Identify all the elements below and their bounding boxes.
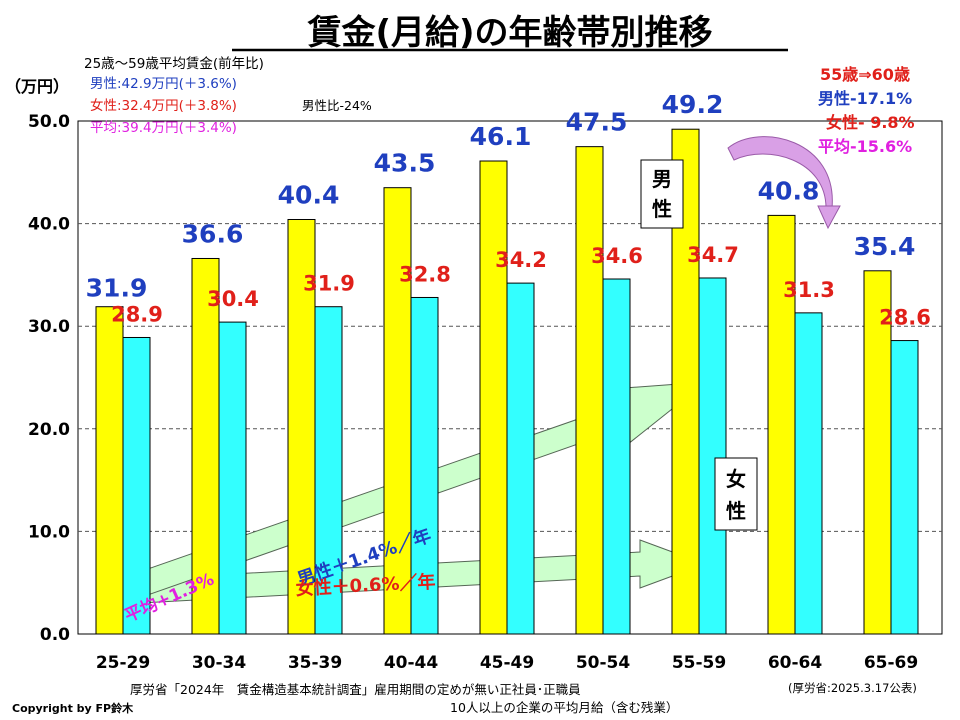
- data-label-female: 28.9: [111, 302, 163, 326]
- data-label-female: 31.3: [783, 278, 835, 302]
- data-label-female: 28.6: [879, 306, 931, 330]
- x-category-label: 55-59: [672, 653, 726, 673]
- bar-female: [891, 341, 918, 634]
- summary-heading: 25歳～59歳平均賃金(前年比): [84, 55, 264, 72]
- bar-male: [384, 188, 411, 634]
- data-label-female: 34.6: [591, 244, 643, 268]
- data-label-female: 32.8: [399, 262, 451, 286]
- x-category-label: 60-64: [768, 653, 823, 673]
- legend-male-char-2: 性: [652, 197, 672, 221]
- x-category-label: 65-69: [864, 653, 918, 673]
- y-tick-label: 0.0: [40, 625, 70, 645]
- y-tick-label: 40.0: [28, 215, 70, 235]
- data-label-female: 34.2: [495, 248, 547, 272]
- legend-male-char-1: 男: [652, 167, 672, 191]
- summary-female: 女性:32.4万円(＋3.8%): [90, 97, 237, 114]
- x-category-label: 25-29: [96, 653, 150, 673]
- data-label-male: 47.5: [566, 108, 628, 137]
- legend-female-box: 女 性: [715, 458, 757, 530]
- x-axis-categories: 25-29 30-34 35-39 40-44 45-49 50-54 55-59 60-64…: [96, 653, 918, 673]
- bar-female: [795, 313, 822, 634]
- data-label-male: 36.6: [182, 219, 244, 248]
- data-label-male: 43.5: [374, 149, 436, 178]
- legend-female-char-1: 女: [726, 467, 746, 491]
- legend-female-char-2: 性: [726, 499, 746, 523]
- data-label-male: 35.4: [854, 232, 916, 261]
- y-tick-label: 20.0: [28, 420, 70, 440]
- data-label-female: 31.9: [303, 272, 355, 296]
- x-category-label: 30-34: [192, 653, 247, 673]
- source-line-1: 厚労省「2024年 賃金構造基本統計調査」雇用期間の定めが無い正社員･正職員: [130, 682, 581, 697]
- data-label-female: 34.7: [687, 243, 739, 267]
- data-label-male: 40.8: [758, 176, 820, 205]
- drop-male: 男性-17.1%: [818, 89, 912, 108]
- y-axis-ticks: 0.0 10.0 20.0 30.0 40.0 50.0: [28, 112, 70, 645]
- bar-male: [96, 307, 123, 634]
- summary-ratio: 男性比-24%: [302, 98, 372, 113]
- y-tick-label: 30.0: [28, 317, 70, 337]
- summary-average: 平均:39.4万円(＋3.4%): [90, 120, 237, 136]
- bar-male: [576, 147, 603, 634]
- bar-female: [219, 322, 246, 634]
- summary-male: 男性:42.9万円(＋3.6%): [90, 76, 237, 92]
- y-tick-label: 10.0: [28, 522, 70, 542]
- data-label-male: 46.1: [470, 122, 532, 151]
- y-tick-label: 50.0: [28, 112, 70, 132]
- x-category-label: 50-54: [576, 653, 631, 673]
- bar-female: [507, 283, 534, 634]
- drop-heading: 55歳⇒60歳: [820, 65, 910, 84]
- x-category-label: 40-44: [384, 653, 439, 673]
- x-category-label: 45-49: [480, 653, 534, 673]
- source-line-2: 10人以上の企業の平均月給（含む残業）: [450, 700, 678, 715]
- x-category-label: 35-39: [288, 653, 342, 673]
- bar-female: [123, 337, 150, 634]
- data-label-male: 31.9: [86, 274, 148, 303]
- data-label-male: 40.4: [278, 180, 340, 209]
- data-label-male: 49.2: [662, 90, 724, 119]
- y-axis-label: （万円）: [5, 77, 69, 96]
- bar-female: [699, 278, 726, 634]
- legend-male-box: 男 性: [641, 160, 683, 228]
- drop-female: 女性- 9.8%: [826, 113, 915, 132]
- data-label-female: 30.4: [207, 287, 259, 311]
- source-date: (厚労省:2025.3.17公表): [788, 681, 917, 695]
- copyright: Copyright by FP鈴木: [12, 701, 134, 715]
- bar-female: [603, 279, 630, 634]
- chart-title: 賃金(月給)の年齢帯別推移: [306, 13, 712, 53]
- bar-male: [480, 161, 507, 634]
- drop-average: 平均-15.6%: [818, 137, 912, 156]
